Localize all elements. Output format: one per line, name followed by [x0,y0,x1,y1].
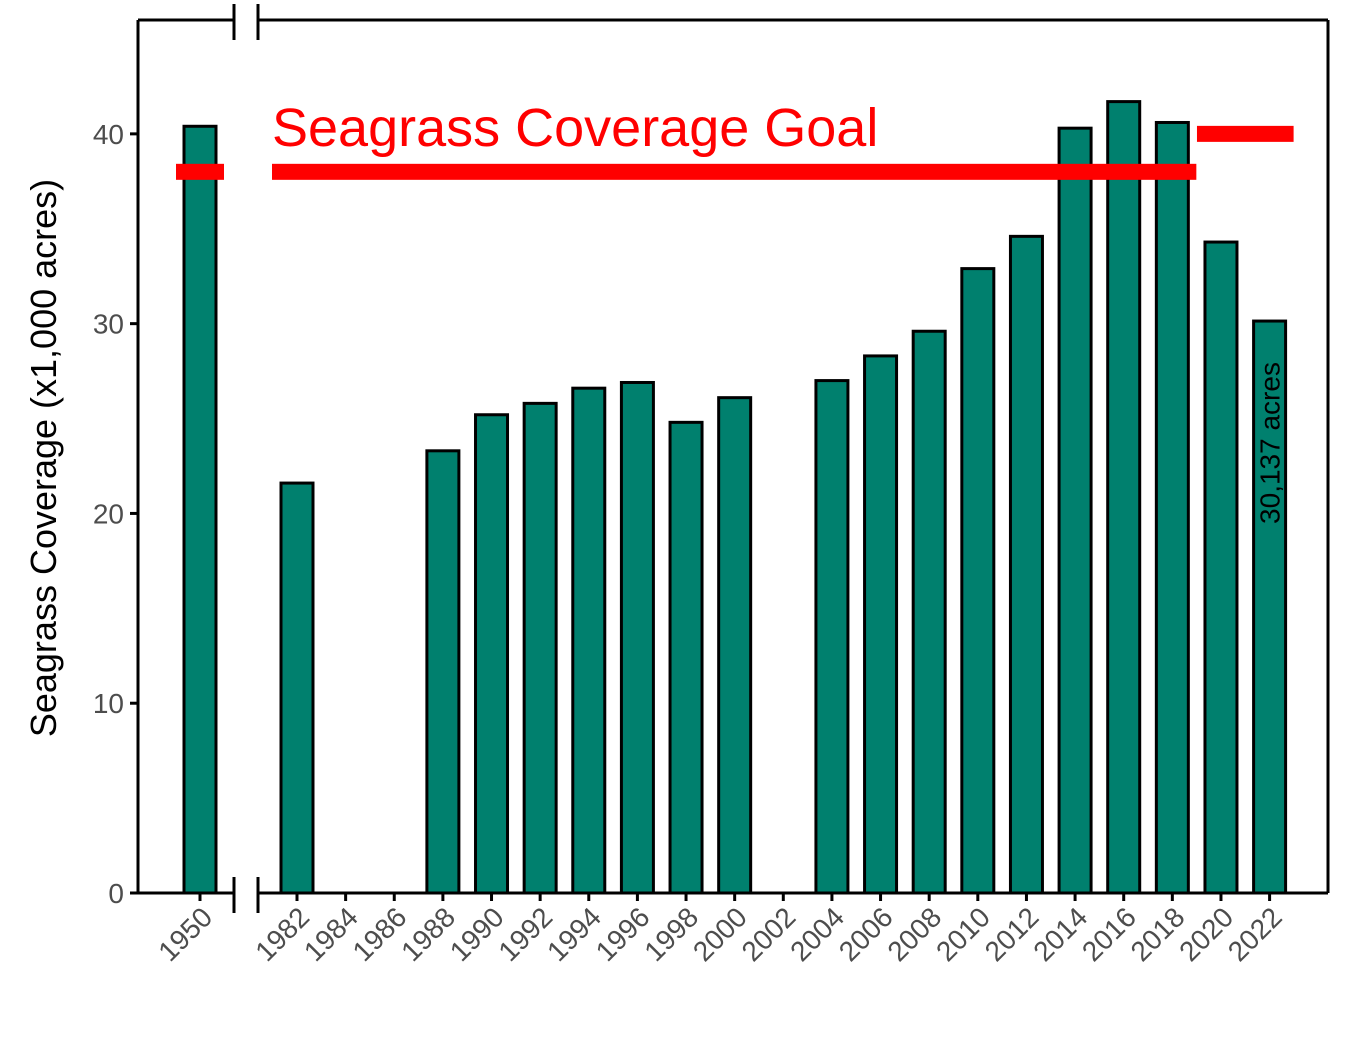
annotations-layer: 30,137 acres [1255,362,1286,524]
bar-1998 [668,420,704,895]
x-tick-label: 2008 [881,901,947,967]
y-tick-label: 20 [93,498,124,529]
goal-line-segment [176,163,224,180]
x-tick-label: 1988 [395,901,461,967]
plot-frame [136,4,1330,913]
bar-2014 [1057,126,1093,895]
bar-1992 [522,401,558,895]
y-axis-label: Seagrass Coverage (x1,000 acres) [23,179,64,737]
bar-2016 [1106,100,1142,895]
bar-annotation-2022: 30,137 acres [1255,362,1286,524]
bars-layer [182,100,1288,895]
y-tick-label: 10 [93,688,124,719]
goal-label: Seagrass Coverage Goal [272,98,878,158]
x-tick-label: 2018 [1125,901,1191,967]
x-tick-label: 1990 [444,901,510,967]
x-tick-label: 2014 [1027,901,1093,967]
x-tick-label: 2012 [979,901,1045,967]
bar-2006 [863,354,899,895]
x-tick-label: 2016 [1076,901,1142,967]
x-tick-label: 1992 [492,901,558,967]
x-tick-label: 2006 [833,901,899,967]
x-tick-label: 1986 [347,901,413,967]
bar-1994 [571,386,607,895]
goal-line-segment [1196,125,1294,142]
bar-2010 [960,267,996,895]
x-tick-label: 1996 [590,901,656,967]
bar-1996 [619,380,655,895]
bar-2018 [1154,120,1190,895]
x-tick-label: 1998 [638,901,704,967]
y-tick-label: 30 [93,309,124,340]
y-axis: 0 10 20 30 40 [93,119,138,909]
goal-line-segment [272,163,1197,180]
bar-2008 [911,329,947,895]
goal-lines-layer [176,125,1294,180]
y-tick-label: 40 [93,119,124,150]
bar-2020 [1203,240,1239,895]
x-tick-label: 2000 [687,901,753,967]
y-tick-label: 0 [108,878,124,909]
bar-2004 [814,379,850,895]
bar-2000 [717,396,753,895]
x-tick-label: 2004 [784,901,850,967]
x-tick-label: 2020 [1173,901,1239,967]
x-tick-label: 1984 [298,901,364,967]
bar-1982 [279,481,315,895]
bar-1950 [182,124,218,895]
x-axis: 1950 198219841986198819901992199419961998… [152,893,1288,967]
x-tick-label: 1950 [152,901,218,967]
x-tick-label: 2010 [930,901,996,967]
x-tick-label: 1994 [541,901,607,967]
bar-2012 [1008,234,1044,895]
x-tick-label: 2002 [736,901,802,967]
bar-1988 [425,449,461,895]
x-tick-label: 2022 [1222,901,1288,967]
bar-1990 [474,413,510,895]
